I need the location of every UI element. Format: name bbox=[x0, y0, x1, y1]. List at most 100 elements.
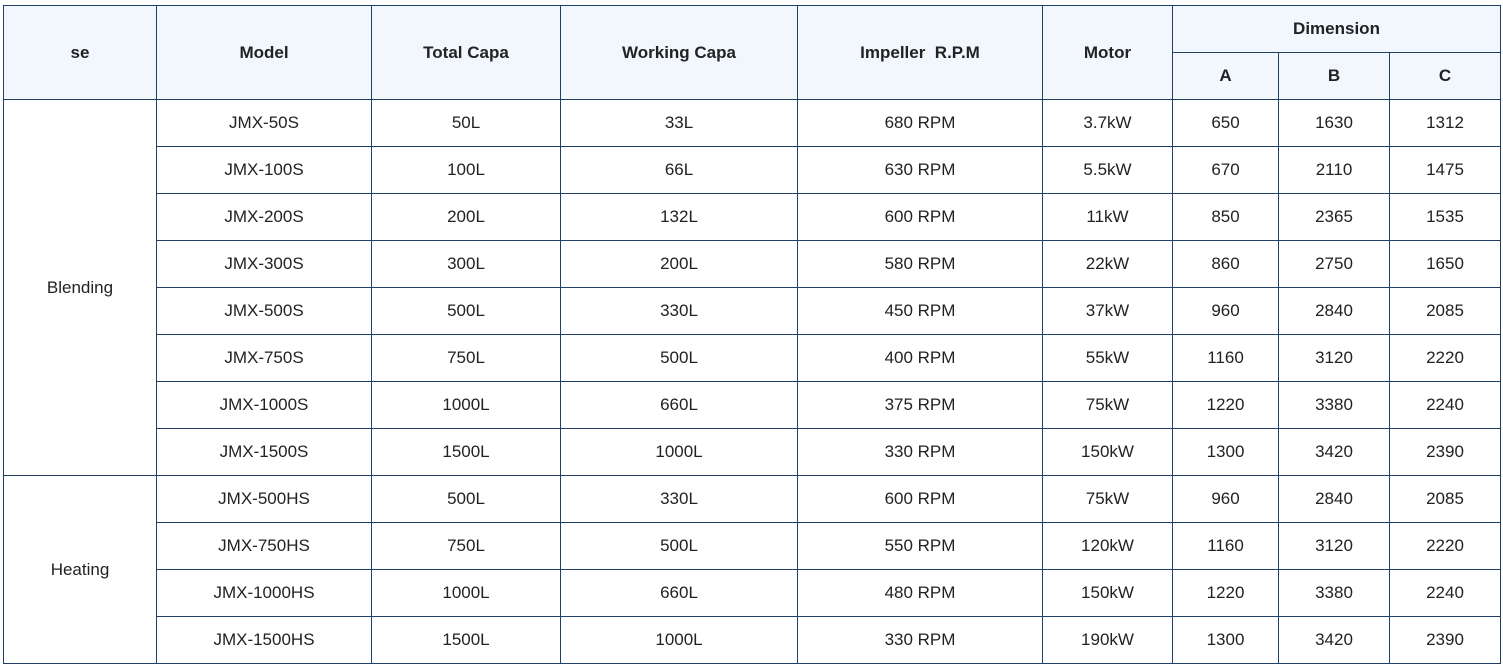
total-capa-cell: 1000L bbox=[371, 381, 561, 429]
rpm-cell: 330 RPM bbox=[797, 616, 1043, 664]
table-row: JMX-300S 300L 200L 580 RPM 22kW 860 2750 1650 bbox=[4, 240, 1502, 288]
header-impeller-rpm: Impeller R.P.M bbox=[797, 5, 1043, 100]
header-motor: Motor bbox=[1042, 5, 1173, 100]
total-capa-cell: 750L bbox=[371, 522, 561, 570]
table-row: JMX-1500HS 1500L 1000L 330 RPM 190kW 1300 3420… bbox=[4, 616, 1502, 664]
dim-b-cell: 3120 bbox=[1278, 334, 1390, 382]
dim-b-cell: 2840 bbox=[1278, 475, 1390, 523]
model-cell: JMX-300S bbox=[156, 240, 372, 288]
dim-a-cell: 670 bbox=[1172, 146, 1279, 194]
header-dimension: Dimension bbox=[1171, 5, 1502, 53]
dim-a-cell: 650 bbox=[1172, 99, 1279, 147]
total-capa-cell: 1500L bbox=[371, 616, 561, 664]
dim-c-cell: 1312 bbox=[1388, 99, 1502, 147]
dim-b-cell: 3380 bbox=[1278, 569, 1390, 617]
dim-c-cell: 2390 bbox=[1388, 616, 1502, 664]
header-dim-a: A bbox=[1172, 52, 1279, 100]
table-body: Blending JMX-50S 50L 33L 680 RPM 3.7kW 650 1630… bbox=[3, 99, 1502, 664]
rpm-cell: 600 RPM bbox=[797, 475, 1043, 523]
header-row-2: A B C bbox=[4, 52, 1502, 100]
header-dim-c: C bbox=[1388, 52, 1502, 100]
working-capa-cell: 132L bbox=[560, 193, 798, 241]
model-cell: JMX-200S bbox=[156, 193, 372, 241]
dim-a-cell: 1220 bbox=[1172, 381, 1279, 429]
header-dim-b: B bbox=[1278, 52, 1390, 100]
dim-a-cell: 850 bbox=[1172, 193, 1279, 241]
spec-table: se Model Total Capa Working Capa Impelle… bbox=[3, 5, 1502, 664]
rpm-cell: 580 RPM bbox=[797, 240, 1043, 288]
total-capa-cell: 500L bbox=[371, 475, 561, 523]
dim-a-cell: 1300 bbox=[1172, 428, 1279, 476]
total-capa-cell: 1500L bbox=[371, 428, 561, 476]
total-capa-cell: 300L bbox=[371, 240, 561, 288]
header-working-capa: Working Capa bbox=[560, 5, 798, 100]
table-row: Heating JMX-500HS 500L 330L 600 RPM 75kW 960 28… bbox=[3, 475, 1502, 664]
table-row: JMX-1500S 1500L 1000L 330 RPM 150kW 1300 3420 2… bbox=[4, 428, 1502, 476]
table-row: JMX-750HS 750L 500L 550 RPM 120kW 1160 3120 222… bbox=[4, 522, 1502, 570]
working-capa-cell: 200L bbox=[560, 240, 798, 288]
total-capa-cell: 50L bbox=[371, 99, 561, 147]
dim-b-cell: 3420 bbox=[1278, 428, 1390, 476]
working-capa-cell: 500L bbox=[560, 334, 798, 382]
dim-b-cell: 1630 bbox=[1278, 99, 1390, 147]
dim-b-cell: 3380 bbox=[1278, 381, 1390, 429]
motor-cell: 55kW bbox=[1042, 334, 1173, 382]
dim-c-cell: 2390 bbox=[1388, 428, 1502, 476]
model-cell: JMX-1000S bbox=[156, 381, 372, 429]
rpm-cell: 400 RPM bbox=[797, 334, 1043, 382]
header-model: Model bbox=[156, 5, 372, 100]
rpm-cell: 375 RPM bbox=[797, 381, 1043, 429]
dim-a-cell: 1300 bbox=[1172, 616, 1279, 664]
table-row: JMX-500S 500L 330L 450 RPM 37kW 960 2840 2085 bbox=[4, 287, 1502, 335]
model-cell: JMX-1000HS bbox=[156, 569, 372, 617]
rpm-cell: 680 RPM bbox=[797, 99, 1043, 147]
dim-c-cell: 2240 bbox=[1388, 381, 1502, 429]
table-row: JMX-750S 750L 500L 400 RPM 55kW 1160 3120 2220 bbox=[4, 334, 1502, 382]
model-cell: JMX-750S bbox=[156, 334, 372, 382]
table-row: JMX-200S 200L 132L 600 RPM 11kW 850 2365 1535 bbox=[4, 193, 1502, 241]
dim-b-cell: 3420 bbox=[1278, 616, 1390, 664]
total-capa-cell: 500L bbox=[371, 287, 561, 335]
motor-cell: 150kW bbox=[1042, 569, 1173, 617]
dim-b-cell: 2365 bbox=[1278, 193, 1390, 241]
model-cell: JMX-50S bbox=[156, 99, 372, 147]
dim-b-cell: 2840 bbox=[1278, 287, 1390, 335]
working-capa-cell: 660L bbox=[560, 381, 798, 429]
dim-c-cell: 2085 bbox=[1388, 287, 1502, 335]
motor-cell: 22kW bbox=[1042, 240, 1173, 288]
motor-cell: 150kW bbox=[1042, 428, 1173, 476]
working-capa-cell: 330L bbox=[560, 475, 798, 523]
dim-c-cell: 2220 bbox=[1388, 334, 1502, 382]
model-cell: JMX-500S bbox=[156, 287, 372, 335]
working-capa-cell: 1000L bbox=[560, 428, 798, 476]
working-capa-cell: 660L bbox=[560, 569, 798, 617]
total-capa-cell: 750L bbox=[371, 334, 561, 382]
total-capa-cell: 1000L bbox=[371, 569, 561, 617]
dim-b-cell: 2110 bbox=[1278, 146, 1390, 194]
group-label-cell: Heating bbox=[3, 475, 157, 664]
dim-a-cell: 1160 bbox=[1172, 334, 1279, 382]
motor-cell: 75kW bbox=[1042, 475, 1173, 523]
rpm-cell: 600 RPM bbox=[797, 193, 1043, 241]
rpm-cell: 630 RPM bbox=[797, 146, 1043, 194]
dim-a-cell: 1220 bbox=[1172, 569, 1279, 617]
table-row: Blending JMX-50S 50L 33L 680 RPM 3.7kW 650 1630… bbox=[3, 99, 1502, 476]
dim-c-cell: 2240 bbox=[1388, 569, 1502, 617]
rpm-cell: 480 RPM bbox=[797, 569, 1043, 617]
header-use: se bbox=[3, 5, 157, 100]
dim-c-cell: 1650 bbox=[1388, 240, 1502, 288]
dim-c-cell: 2085 bbox=[1388, 475, 1502, 523]
dim-c-cell: 1475 bbox=[1388, 146, 1502, 194]
working-capa-cell: 66L bbox=[560, 146, 798, 194]
working-capa-cell: 1000L bbox=[560, 616, 798, 664]
working-capa-cell: 500L bbox=[560, 522, 798, 570]
motor-cell: 120kW bbox=[1042, 522, 1173, 570]
motor-cell: 3.7kW bbox=[1042, 99, 1173, 147]
model-cell: JMX-1500HS bbox=[156, 616, 372, 664]
model-cell: JMX-500HS bbox=[156, 475, 372, 523]
motor-cell: 190kW bbox=[1042, 616, 1173, 664]
model-cell: JMX-100S bbox=[156, 146, 372, 194]
dim-a-cell: 960 bbox=[1172, 287, 1279, 335]
model-cell: JMX-750HS bbox=[156, 522, 372, 570]
motor-cell: 5.5kW bbox=[1042, 146, 1173, 194]
